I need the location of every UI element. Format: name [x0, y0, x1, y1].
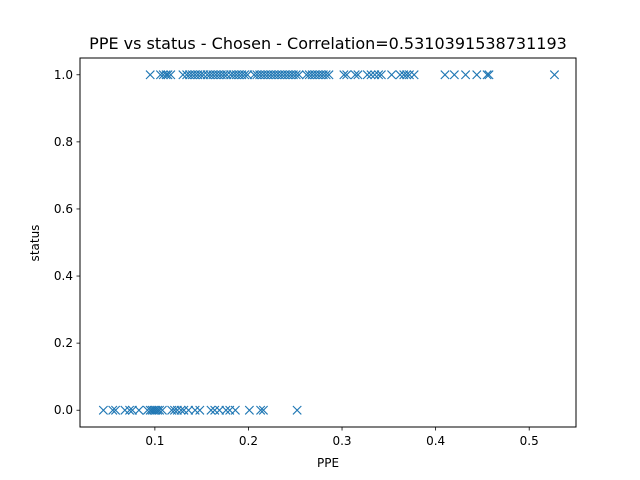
data-point-marker — [190, 405, 200, 415]
data-point-marker — [362, 70, 372, 80]
data-point-marker — [176, 405, 186, 415]
data-point-marker — [195, 405, 205, 415]
data-point-marker — [172, 405, 182, 415]
data-point-marker — [339, 70, 349, 80]
data-point-marker — [166, 70, 176, 80]
x-tick-label: 0.3 — [332, 434, 351, 448]
data-point-marker — [294, 70, 304, 80]
data-point-marker — [145, 70, 155, 80]
data-point-marker — [482, 70, 492, 80]
y-axis-ticks: 0.0 0.2 0.4 0.6 0.8 1.0 — [54, 68, 80, 417]
data-point-marker — [484, 70, 494, 80]
x-tick-label: 0.5 — [520, 434, 539, 448]
data-point-marker — [219, 70, 229, 80]
data-point-marker — [370, 70, 380, 80]
data-point-marker — [350, 70, 360, 80]
y-tick-label: 1.0 — [54, 68, 73, 82]
data-point-marker — [214, 405, 225, 415]
y-tick-label: 0.2 — [54, 336, 73, 350]
data-point-marker — [404, 70, 415, 80]
y-tick-label: 0.0 — [54, 403, 73, 417]
chart-title: PPE vs status - Chosen - Correlation=0.5… — [89, 34, 567, 53]
y-tick-label: 0.4 — [54, 269, 73, 283]
data-point-marker — [395, 70, 405, 80]
data-point-marker — [183, 405, 194, 415]
points-layer — [98, 70, 560, 415]
data-point-marker — [387, 70, 397, 80]
data-point-marker — [342, 70, 352, 80]
data-point-marker — [196, 70, 206, 80]
data-point-marker — [373, 70, 384, 80]
data-point-marker — [151, 405, 161, 415]
data-point-marker — [178, 70, 188, 80]
data-point-marker — [198, 70, 209, 80]
data-point-marker — [221, 405, 231, 415]
data-point-marker — [134, 405, 144, 415]
data-point-marker — [127, 405, 137, 415]
data-point-marker — [210, 405, 220, 415]
x-axis-label: PPE — [317, 456, 339, 470]
data-point-marker — [142, 405, 152, 415]
data-point-marker — [125, 405, 135, 415]
data-point-marker — [98, 405, 108, 415]
x-tick-label: 0.2 — [239, 434, 258, 448]
data-point-marker — [549, 70, 560, 80]
data-point-marker — [440, 70, 450, 80]
data-point-marker — [472, 70, 482, 80]
data-point-marker — [161, 70, 171, 80]
data-point-marker — [292, 405, 302, 415]
data-point-marker — [258, 405, 269, 415]
data-point-marker — [179, 405, 189, 415]
data-point-marker — [120, 405, 130, 415]
data-point-marker — [366, 70, 376, 80]
data-point-marker — [169, 405, 180, 415]
y-tick-label: 0.6 — [54, 202, 73, 216]
data-point-marker — [402, 70, 412, 80]
data-point-marker — [409, 70, 419, 80]
data-point-marker — [244, 405, 254, 415]
data-point-marker — [449, 70, 459, 80]
data-point-marker — [291, 70, 301, 80]
data-point-marker — [353, 70, 363, 80]
data-point-marker — [158, 70, 168, 80]
y-tick-label: 0.8 — [54, 135, 73, 149]
data-point-marker — [242, 70, 253, 80]
y-axis-label: status — [28, 225, 42, 262]
x-axis-ticks: 0.1 0.2 0.3 0.4 0.5 — [145, 427, 539, 448]
data-point-marker — [240, 70, 250, 80]
data-point-marker — [157, 405, 167, 415]
data-point-marker — [110, 405, 121, 415]
data-point-marker — [222, 70, 232, 80]
data-point-marker — [154, 405, 165, 415]
data-point-marker — [206, 405, 216, 415]
plot-area-frame — [79, 57, 577, 428]
x-tick-label: 0.4 — [426, 434, 445, 448]
data-point-marker — [108, 405, 118, 415]
data-point-marker — [460, 70, 471, 80]
data-point-marker — [256, 405, 266, 415]
x-tick-label: 0.1 — [145, 434, 164, 448]
data-point-marker — [153, 405, 163, 415]
data-point-marker — [163, 70, 173, 80]
data-point-marker — [321, 70, 331, 80]
data-point-marker — [376, 70, 386, 80]
data-point-marker — [324, 70, 334, 80]
data-point-marker — [230, 405, 240, 415]
